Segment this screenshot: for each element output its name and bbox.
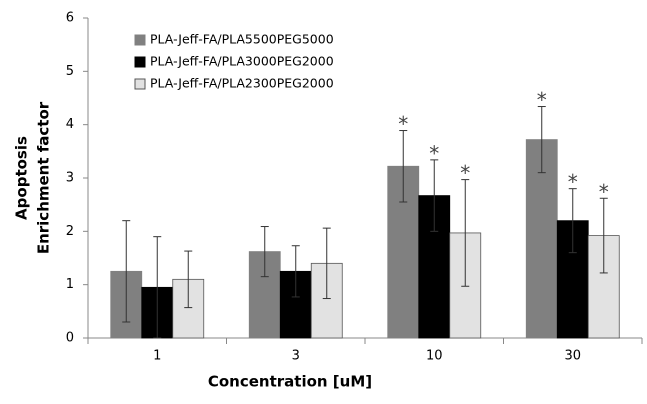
x-tick-label: 30 (564, 349, 581, 364)
x-tick-label: 1 (153, 349, 161, 364)
error-bar (153, 236, 162, 339)
legend-label: PLA-Jeff-FA/PLA5500PEG5000 (150, 32, 334, 47)
y-tick-label: 5 (66, 64, 74, 79)
x-tick-label: 3 (292, 349, 300, 364)
legend-label: PLA-Jeff-FA/PLA2300PEG2000 (150, 76, 334, 91)
error-bar (430, 159, 439, 232)
legend-label: PLA-Jeff-FA/PLA3000PEG2000 (150, 54, 334, 69)
legend-swatch (134, 34, 146, 46)
y-tick-label: 4 (66, 117, 74, 132)
legend-swatch (134, 78, 146, 90)
error-bar (568, 188, 577, 254)
error-bar (184, 250, 193, 309)
y-tick-label: 6 (66, 11, 74, 26)
significance-mark: * (398, 112, 408, 136)
error-bar (291, 245, 300, 298)
error-bar (537, 106, 546, 174)
x-axis-label: Concentration [uM] (208, 373, 372, 391)
error-bar (461, 179, 470, 287)
y-tick-label: 3 (66, 171, 74, 186)
x-tick-label: 10 (426, 349, 443, 364)
y-tick-label: 2 (66, 224, 74, 239)
significance-mark: * (429, 141, 439, 165)
significance-mark: * (599, 180, 609, 204)
y-tick-label: 1 (66, 277, 74, 292)
error-bar (599, 197, 608, 274)
y-tick-label: 0 (66, 331, 74, 346)
error-bar (322, 227, 331, 300)
error-bar (122, 220, 131, 323)
error-bar (399, 130, 408, 203)
significance-mark: * (460, 161, 470, 185)
error-bar (260, 226, 269, 278)
significance-mark: * (537, 88, 547, 112)
y-axis-label: Enrichment factor (35, 101, 53, 254)
legend-swatch (134, 56, 146, 68)
y-axis-label: Apoptosis (13, 136, 31, 220)
significance-mark: * (568, 170, 578, 194)
